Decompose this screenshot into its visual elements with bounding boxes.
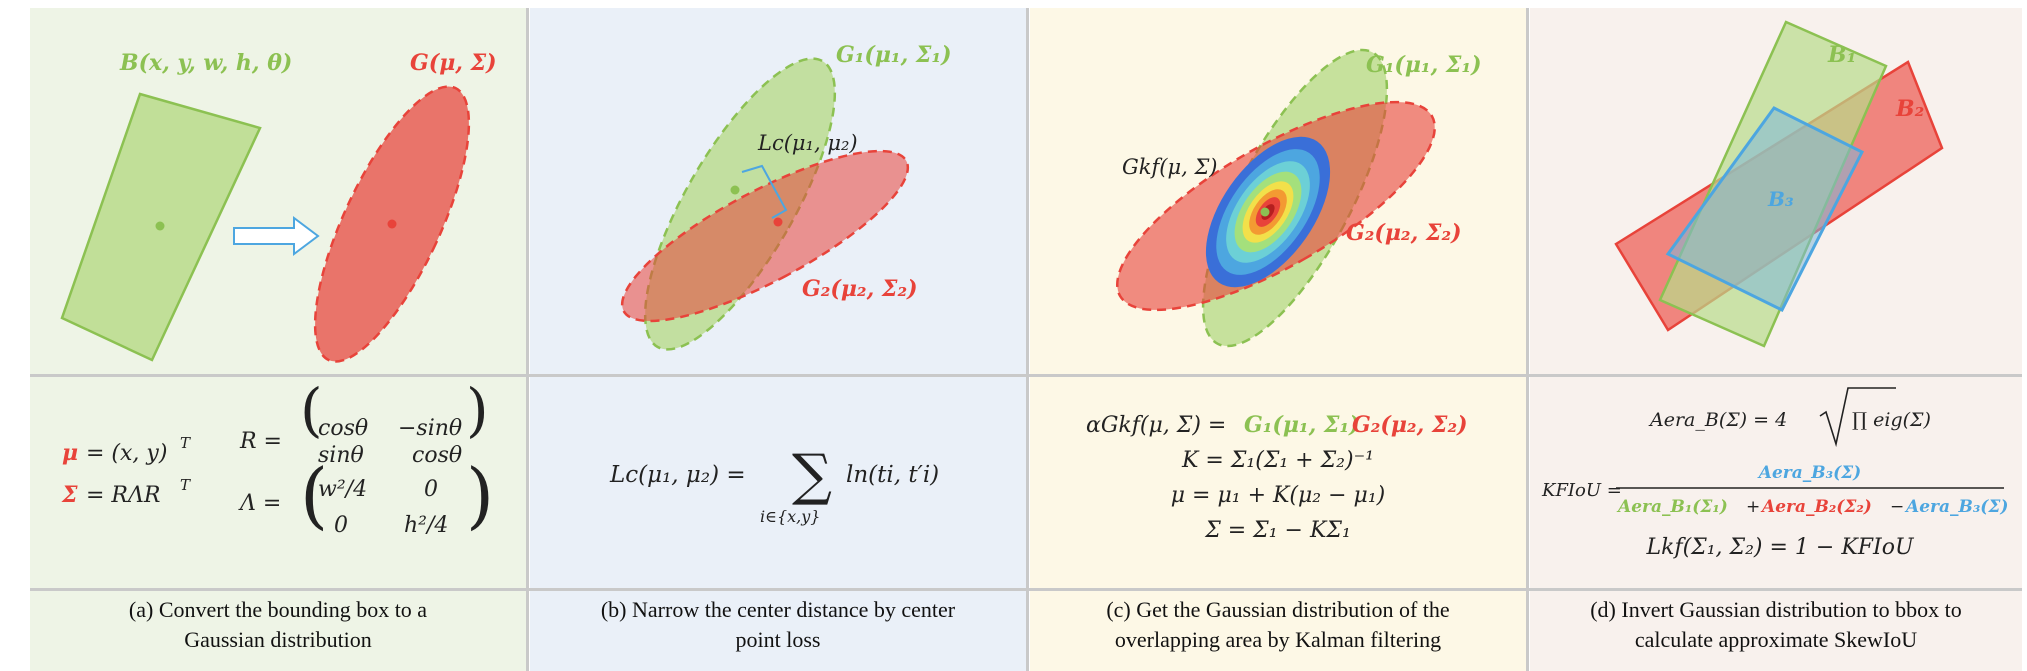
area-eq: Aera_B(Σ) = 4 xyxy=(1648,409,1787,431)
r-sin: sinθ xyxy=(318,443,364,468)
lambda-h: h²/4 xyxy=(404,513,448,538)
g2-label: G₂(μ₂, Σ₂) xyxy=(802,276,918,302)
gaussian-center-dot xyxy=(387,219,397,229)
gkf-label: Gkf(μ, Σ) xyxy=(1122,155,1218,179)
divider-lower xyxy=(30,588,2022,591)
caption-c-line2: overlapping area by Kalman filtering xyxy=(1114,627,1442,652)
area-eq-root: ∏ eig(Σ) xyxy=(1852,409,1931,431)
panel-b-graphics: G₁(μ₁, Σ₁) G₂(μ₂, Σ₂) Lc(μ₁, μ₂) Lc(μ₁, … xyxy=(609,42,952,526)
kalman-eq1-g1: G₁(μ₁, Σ₁) xyxy=(1244,412,1360,438)
caption-d-line2: calculate approximate SkewIoU xyxy=(1634,627,1918,652)
center-distance-bracket xyxy=(741,164,788,219)
eq-r-lhs: R = xyxy=(239,429,282,454)
panel-c-graphics: G₁(μ₁, Σ₁) G₂(μ₂, Σ₂) Gkf(μ, Σ) αGkf(μ, … xyxy=(1086,48,1482,543)
eq-sigma-rhs: = RΛR xyxy=(86,483,160,508)
r-msin: −sinθ xyxy=(398,416,462,441)
lambda-zero2: 0 xyxy=(334,513,348,538)
box-label: B(x, y, w, h, θ) xyxy=(119,50,292,76)
divider-ab xyxy=(526,8,529,671)
lambda-left-paren: ( xyxy=(300,453,328,537)
eq-lambda-lhs: Λ = xyxy=(238,491,281,516)
caption-b-line1: (b) Narrow the center distance by center xyxy=(600,597,956,622)
loss-eq-lhs: Lc(μ₁, μ₂) = xyxy=(609,462,746,488)
caption-c-line1: (c) Get the Gaussian distribution of the xyxy=(1106,597,1450,622)
panel-c-background xyxy=(1030,8,1526,671)
kalman-eq4: Σ = Σ₁ − KΣ₁ xyxy=(1204,518,1351,543)
caption-a-line2: Gaussian distribution xyxy=(184,627,372,652)
loss-eq-sum-index: i∈{x,y} xyxy=(760,507,820,526)
box-center-dot xyxy=(155,221,165,231)
kfiou-den-b2: Aera_B₂(Σ₂) xyxy=(1760,497,1872,517)
kfiou-lhs: KFIoU = xyxy=(1541,480,1622,501)
caption-b-line2: point loss xyxy=(735,627,821,652)
kalman-eq3: μ = μ₁ + K(μ₂ − μ₁) xyxy=(1171,483,1386,508)
b2-label: B₂ xyxy=(1895,96,1924,122)
kf-loss-eq: Lkf(Σ₁, Σ₂) = 1 − KFIoU xyxy=(1646,535,1915,560)
b3-label: B₃ xyxy=(1767,187,1794,211)
eq-mu-symbol: μ xyxy=(62,440,78,466)
center-mu2-dot xyxy=(773,217,783,227)
sqrt-sign xyxy=(1819,387,1896,448)
kfiou-numerator: Aera_B₃(Σ) xyxy=(1757,463,1861,483)
lambda-w: w²/4 xyxy=(318,477,367,502)
divider-bc xyxy=(1026,8,1029,671)
panel-d-graphics: B₁ B₂ B₃ Aera_B(Σ) = 4 ∏ eig(Σ) KFIoU = … xyxy=(1541,20,2008,560)
gaussian-g2-ellipse xyxy=(620,149,910,323)
kfiou-den-b3: Aera_B₃(Σ) xyxy=(1904,497,2008,517)
kalman-eq2: K = Σ₁(Σ₁ + Σ₂)⁻¹ xyxy=(1181,448,1374,473)
caption-d-line1: (d) Invert Gaussian distribution to bbox… xyxy=(1590,597,1962,622)
eq-sigma-symbol: Σ xyxy=(61,482,78,508)
lambda-zero1: 0 xyxy=(424,477,438,502)
lc-label: Lc(μ₁, μ₂) xyxy=(757,131,858,155)
caption-d: (d) Invert Gaussian distribution to bbox… xyxy=(1530,592,2022,658)
loss-eq-sum: ∑ xyxy=(792,443,832,508)
g2-label-c: G₂(μ₂, Σ₂) xyxy=(1346,220,1462,246)
gaussian-label: G(μ, Σ) xyxy=(410,50,497,76)
loss-eq-rhs: ln(ti, t′i) xyxy=(846,462,939,488)
center-mu1-dot xyxy=(730,185,740,195)
g1-label: G₁(μ₁, Σ₁) xyxy=(836,42,952,68)
panel-a-graphics: B(x, y, w, h, θ) G(μ, Σ) μ = (x, y) T R … xyxy=(60,50,497,538)
caption-c: (c) Get the Gaussian distribution of the… xyxy=(1030,592,1526,658)
r-right-paren: ) xyxy=(466,376,489,444)
box-b3 xyxy=(1665,106,1865,312)
divider-cd xyxy=(1526,8,1529,671)
kfiou-den-minus: − xyxy=(1890,497,1904,517)
b1-label: B₁ xyxy=(1827,42,1856,68)
divider-upper xyxy=(30,374,2022,377)
kalman-eq1-g2: G₂(μ₂, Σ₂) xyxy=(1352,412,1468,438)
lambda-right-paren: ) xyxy=(466,453,494,537)
caption-a-line1: (a) Convert the bounding box to a xyxy=(128,597,428,622)
r-cos2: cosθ xyxy=(412,443,462,468)
eq-mu-rhs: = (x, y) xyxy=(86,441,167,466)
convert-arrow xyxy=(233,216,320,256)
r-left-paren: ( xyxy=(300,376,323,444)
kfiou-den-plus: + xyxy=(1746,497,1760,517)
eq-mu-transpose: T xyxy=(180,434,191,452)
caption-b: (b) Narrow the center distance by center… xyxy=(530,592,1026,658)
caption-a: (a) Convert the bounding box to a Gaussi… xyxy=(30,592,526,658)
kalman-eq1-lhs: αGkf(μ, Σ) = xyxy=(1086,413,1226,438)
kalman-center-dot xyxy=(1260,207,1270,217)
r-cos1: cosθ xyxy=(318,416,368,441)
g1-label-c: G₁(μ₁, Σ₁) xyxy=(1366,52,1482,78)
kfiou-den-b1: Aera_B₁(Σ₁) xyxy=(1616,497,1728,517)
eq-sigma-transpose: T xyxy=(180,476,191,494)
